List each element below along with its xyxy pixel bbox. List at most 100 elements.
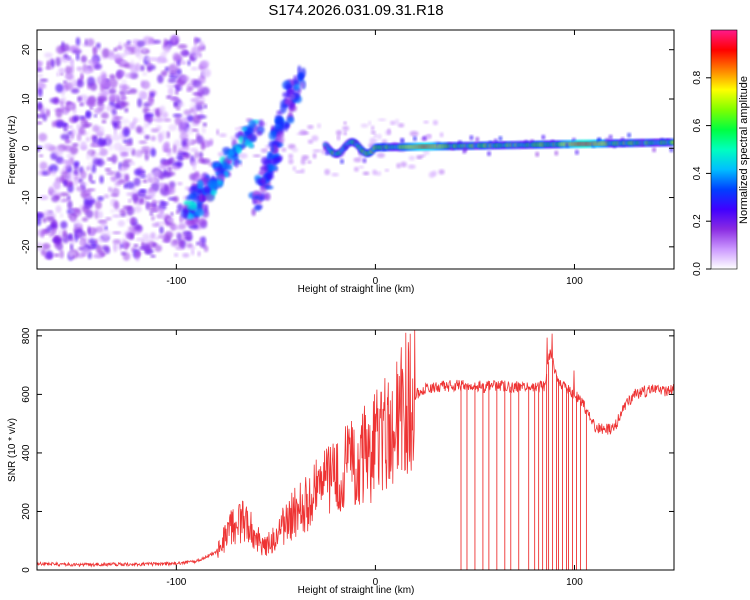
heatmap-noise-cell: [62, 229, 67, 238]
heatmap-noise-cell: [176, 161, 183, 168]
heatmap-noise-cell: [122, 139, 130, 144]
heatmap-noise-cell: [90, 155, 98, 160]
heatmap-line-spread: [340, 159, 344, 164]
heatmap-streak-2-cell: [251, 208, 256, 217]
heatmap-streak-1-cell: [190, 192, 200, 202]
heatmap-noise-cell: [56, 72, 60, 77]
heatmap-noise-cell: [142, 179, 148, 184]
heatmap-noise-cell: [69, 157, 75, 166]
heatmap-line-spread: [487, 151, 491, 157]
heatmap-noise-cell: [111, 154, 118, 164]
heatmap-noise-cell: [59, 249, 64, 259]
heatmap-noise-cell: [155, 108, 160, 117]
heatmap-noise-cell: [299, 129, 308, 135]
heatmap-noise-cell: [153, 169, 162, 178]
heatmap-noise-cell: [42, 113, 48, 122]
heatmap-streak-1-cell: [257, 131, 262, 136]
heatmap-x-axis-label: Height of straight line (km): [298, 284, 415, 295]
heatmap-noise-cell: [172, 113, 183, 118]
heatmap-noise-cell: [190, 98, 200, 103]
heatmap-noise-cell: [86, 38, 95, 47]
heatmap-noise-cell: [51, 169, 56, 176]
heatmap-noise-cell: [216, 129, 220, 136]
heatmap-noise-cell: [113, 116, 123, 120]
heatmap-noise-cell: [75, 37, 81, 46]
heatmap-noise-cell: [87, 225, 91, 236]
heatmap-noise-cell: [129, 161, 135, 166]
heatmap-noise-cell: [164, 231, 174, 239]
heatmap-noise-cell: [111, 108, 117, 115]
heatmap-noise-cell: [97, 95, 108, 102]
snr-ticks: -100 0 100 0 200 400 600 800: [21, 327, 674, 588]
heatmap-noise-cell: [55, 205, 62, 213]
heatmap-line-spread: [412, 136, 417, 142]
heatmap-noise-cell: [173, 73, 179, 77]
heatmap-noise-cell: [177, 203, 183, 212]
heatmap-noise-cell: [67, 250, 76, 257]
heatmap-noise-cell: [162, 238, 171, 243]
heatmap-noise-cell: [390, 120, 396, 126]
heatmap-line-spread: [343, 144, 348, 150]
heatmap-noise-cell: [113, 47, 118, 52]
heatmap-noise-cell: [394, 118, 400, 126]
heatmap-streak-2-cell: [268, 130, 277, 141]
heatmap-noise-cell: [118, 166, 128, 172]
heatmap-noise-cell: [149, 57, 159, 62]
heatmap-noise-cell: [147, 95, 154, 106]
heatmap-noise-cell: [119, 60, 128, 64]
heatmap-noise-cell: [197, 217, 207, 226]
heatmap-noise-cell: [95, 226, 104, 233]
heatmap-noise-cell: [96, 244, 102, 254]
heatmap-noise-cell: [105, 134, 112, 138]
heatmap-noise-cell: [80, 74, 84, 80]
heatmap-noise-cell: [108, 78, 118, 88]
heatmap-noise-cell: [80, 247, 91, 255]
heatmap-noise-cell: [57, 67, 65, 73]
heatmap-streak-1-cell: [223, 170, 229, 178]
heatmap-noise-cell: [119, 53, 127, 57]
heatmap-noise-cell: [96, 100, 104, 106]
heatmap-noise-cell: [92, 46, 98, 57]
heatmap-noise-cell: [89, 82, 98, 91]
heatmap-streak-1-cell: [235, 146, 242, 154]
heatmap-noise-cell: [135, 237, 145, 242]
heatmap-noise-cell: [138, 90, 145, 99]
heatmap-noise-cell: [61, 41, 65, 47]
heatmap-noise-cell: [150, 254, 156, 258]
heatmap-noise-cell: [39, 154, 44, 158]
heatmap-noise-cell: [197, 251, 201, 257]
heatmap-noise-cell: [88, 173, 93, 183]
heatmap-noise-cell: [60, 96, 67, 103]
heatmap-line-cell: [670, 140, 674, 144]
heatmap-streak-1-cell: [213, 167, 221, 172]
heatmap-noise-cell: [362, 171, 370, 176]
heatmap-noise-cell: [71, 216, 75, 223]
heatmap-noise-cell: [172, 37, 176, 44]
heatmap-noise-cell: [109, 50, 115, 57]
heatmap-noise-cell: [64, 139, 72, 144]
heatmap-noise-cell: [194, 171, 200, 177]
heatmap-noise-cell: [113, 142, 123, 151]
heatmap-noise-cell: [51, 191, 61, 197]
heatmap-noise-cell: [397, 123, 405, 128]
heatmap-noise-cell: [151, 222, 160, 228]
heatmap-streak-2-cell: [254, 205, 262, 212]
heatmap-streak-2-cell: [259, 187, 267, 193]
heatmap-noise-cell: [202, 122, 207, 127]
heatmap-noise-cell: [65, 65, 72, 74]
heatmap-noise-cell: [121, 70, 126, 77]
heatmap-noise-cell: [201, 67, 211, 77]
heatmap-noise-cell: [46, 109, 51, 118]
snr-y-tick-label: 600: [21, 386, 32, 403]
heatmap-streak-2-cell: [280, 103, 287, 114]
heatmap-noise-cell: [125, 181, 135, 189]
heatmap-noise-cell: [112, 214, 121, 218]
heatmap-noise-cell: [396, 163, 401, 169]
heatmap-line-spread: [541, 134, 546, 140]
heatmap-noise-cell: [134, 250, 142, 258]
heatmap-noise-cell: [64, 71, 74, 81]
heatmap-streak-2-cell: [253, 195, 261, 200]
heatmap-y-tick-label: -10: [21, 190, 32, 205]
heatmap-noise-cell: [39, 195, 49, 201]
